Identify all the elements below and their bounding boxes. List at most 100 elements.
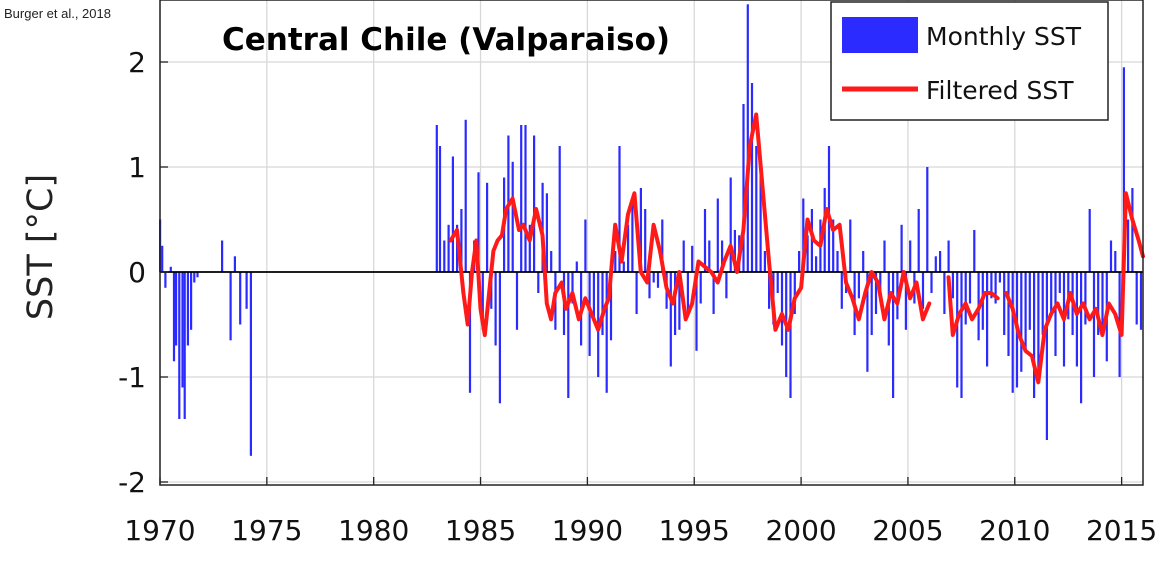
monthly-sst-bar [921, 272, 925, 309]
monthly-sst-bar [973, 230, 976, 272]
legend: Monthly SST Filtered SST [830, 1, 1109, 121]
monthly-sst-bar [511, 161, 514, 273]
legend-swatch-monthly [842, 17, 918, 53]
monthly-sst-bar [1041, 272, 1044, 335]
monthly-sst-bar [468, 272, 472, 393]
monthly-sst-bar [691, 245, 694, 273]
monthly-sst-bar [533, 135, 536, 272]
monthly-sst-bar [990, 272, 993, 299]
monthly-sst-bar [1054, 272, 1057, 356]
monthly-sst-bar [759, 156, 762, 272]
monthly-sst-bar [1024, 272, 1027, 351]
monthly-sst-bar [832, 219, 835, 272]
monthly-sst-bar [1075, 272, 1078, 367]
monthly-sst-bar [221, 240, 224, 272]
monthly-sst-bar [494, 272, 497, 346]
monthly-sst-bar [994, 272, 997, 304]
monthly-sst-bar [1033, 272, 1036, 398]
monthly-sst-bar [725, 272, 728, 299]
monthly-sst-bar [575, 261, 578, 272]
monthly-sst-bar [652, 272, 655, 283]
y-tick-label-0: 0 [128, 256, 146, 289]
monthly-sst-bar [464, 119, 467, 273]
monthly-sst-bar [178, 272, 181, 419]
monthly-sst-bar [793, 272, 796, 314]
monthly-sst-bar [776, 272, 779, 293]
monthly-sst-bar [857, 272, 860, 299]
monthly-sst-bar [520, 125, 523, 272]
monthly-sst-bar [840, 272, 843, 309]
monthly-sst-bar [789, 272, 792, 398]
monthly-sst-bar [806, 235, 809, 273]
monthly-sst-bar [447, 224, 450, 273]
monthly-sst-bar [190, 272, 193, 330]
monthly-sst-bar [181, 272, 184, 388]
monthly-sst-bar [656, 272, 660, 288]
monthly-sst-bar [827, 146, 831, 272]
monthly-sst-bar [481, 272, 484, 330]
monthly-sst-bar [233, 256, 236, 273]
plot-frame [159, 0, 1144, 486]
monthly-sst-bar [515, 272, 519, 330]
legend-label-monthly: Monthly SST [926, 22, 1082, 51]
monthly-sst-bar [661, 219, 664, 272]
monthly-sst-bar [870, 272, 873, 335]
monthly-sst-bar [862, 251, 865, 272]
monthly-sst-bar [926, 167, 929, 272]
monthly-sst-bar [892, 272, 895, 398]
monthly-sst-bar [1050, 272, 1053, 314]
monthly-sst-bar [900, 224, 903, 273]
y-tick-label-1: 1 [128, 151, 146, 184]
monthly-sst-bar [1058, 272, 1061, 293]
monthly-sst-bar [571, 272, 574, 304]
monthly-sst-bar [601, 272, 604, 335]
monthly-sst-bar [1084, 272, 1087, 325]
monthly-sst-bar [716, 198, 719, 272]
monthly-sst-bar [1109, 240, 1113, 272]
monthly-sst-bar [1114, 251, 1117, 272]
monthly-sst-bar [451, 156, 454, 272]
monthly-sst-bar [558, 146, 561, 272]
monthly-sst-bar [537, 272, 540, 293]
monthly-sst-bar [229, 272, 232, 341]
monthly-sst-bar [960, 272, 963, 398]
monthly-sst-bar [550, 251, 553, 272]
monthly-sst-bar [528, 224, 531, 273]
monthly-sst-bar [618, 146, 621, 272]
monthly-sst-bar [622, 261, 625, 272]
x-tick-label-2010: 2010 [979, 514, 1050, 547]
monthly-sst-bar [678, 272, 681, 330]
monthly-sst-bar [802, 198, 805, 272]
monthly-sst-bar [686, 272, 689, 314]
monthly-sst-bar [849, 219, 852, 272]
monthly-sst-bar [175, 272, 178, 346]
source-credit: Burger et al., 2018 [4, 6, 111, 21]
monthly-sst-bar [729, 177, 732, 272]
monthly-sst-bar [567, 272, 570, 398]
monthly-sst-bar [639, 188, 642, 272]
monthly-sst-bar [721, 240, 724, 272]
monthly-sst-bar [614, 251, 617, 272]
monthly-sst-bar [605, 272, 608, 393]
monthly-sst-bar [627, 224, 630, 273]
monthly-sst-bar [186, 272, 189, 346]
monthly-sst-bar [1020, 272, 1023, 372]
monthly-sst-bar [1135, 272, 1138, 325]
x-tick-label-2005: 2005 [872, 514, 943, 547]
monthly-sst-bar [750, 83, 754, 272]
monthly-sst-bar [939, 251, 942, 272]
monthly-sst-bar [1101, 272, 1104, 335]
monthly-sst-bar [755, 146, 758, 272]
monthly-sst-bar [609, 272, 613, 341]
monthly-sst-bar [584, 219, 587, 272]
monthly-sst-bar [943, 272, 946, 314]
monthly-sst-bar [986, 272, 989, 367]
monthly-sst-bar [998, 272, 1001, 283]
monthly-sst-bar [1092, 272, 1096, 377]
monthly-sst-bar [712, 272, 715, 314]
monthly-sst-bar [934, 256, 937, 273]
monthly-sst-bar [780, 272, 784, 346]
monthly-sst-bar [699, 272, 702, 304]
monthly-sst-bar [951, 272, 954, 299]
monthly-sst-bar [930, 272, 933, 293]
